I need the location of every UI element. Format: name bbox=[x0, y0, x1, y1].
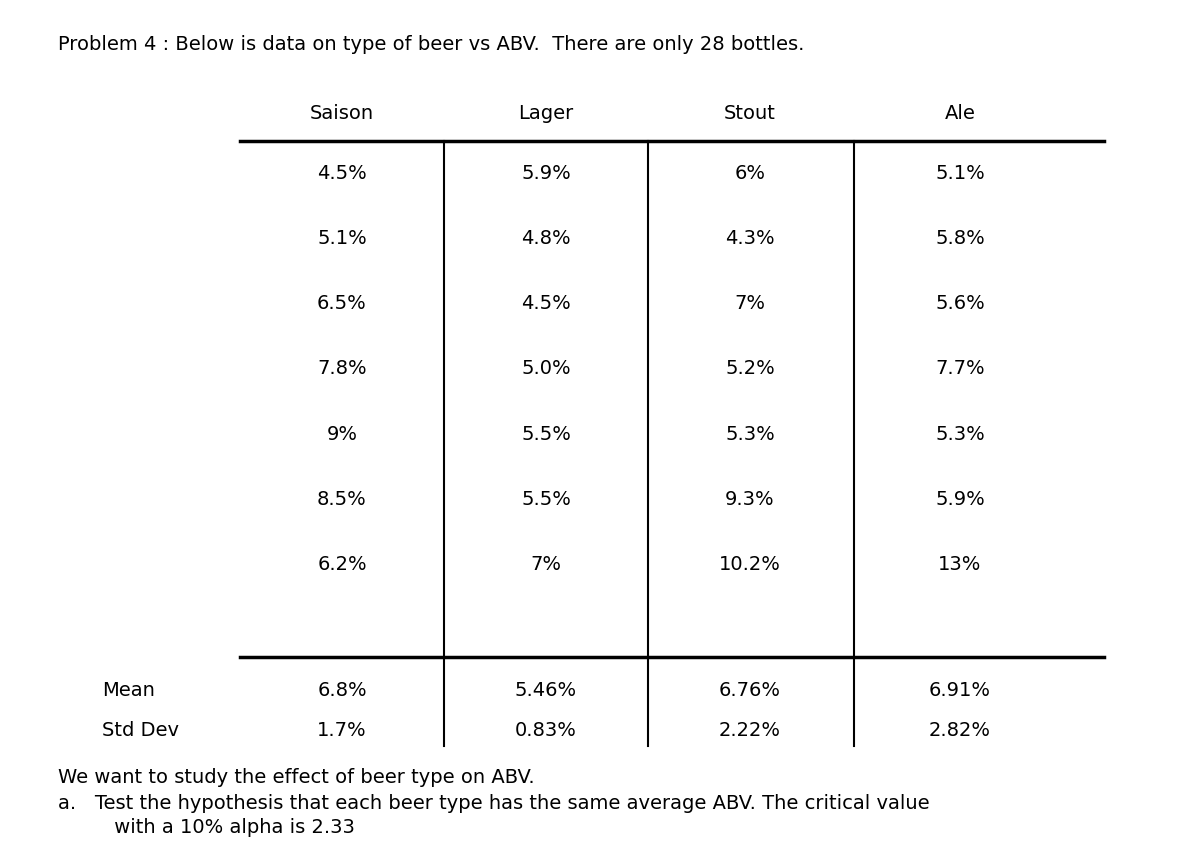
Text: a.   Test the hypothesis that each beer type has the same average ABV. The criti: a. Test the hypothesis that each beer ty… bbox=[58, 794, 929, 813]
Text: 5.1%: 5.1% bbox=[317, 229, 367, 248]
Text: 4.8%: 4.8% bbox=[521, 229, 571, 248]
Text: 4.5%: 4.5% bbox=[317, 164, 367, 183]
Text: 7%: 7% bbox=[734, 294, 766, 313]
Text: 5.9%: 5.9% bbox=[521, 164, 571, 183]
Text: 5.3%: 5.3% bbox=[725, 424, 775, 444]
Text: Mean: Mean bbox=[102, 681, 155, 700]
Text: 8.5%: 8.5% bbox=[317, 490, 367, 509]
Text: 5.3%: 5.3% bbox=[935, 424, 985, 444]
Text: Ale: Ale bbox=[944, 104, 976, 123]
Text: 4.5%: 4.5% bbox=[521, 294, 571, 313]
Text: 5.5%: 5.5% bbox=[521, 490, 571, 509]
Text: 6.76%: 6.76% bbox=[719, 681, 781, 700]
Text: 9%: 9% bbox=[326, 424, 358, 444]
Text: We want to study the effect of beer type on ABV.: We want to study the effect of beer type… bbox=[58, 768, 534, 787]
Text: 4.3%: 4.3% bbox=[725, 229, 775, 248]
Text: 2.22%: 2.22% bbox=[719, 721, 781, 740]
Text: 5.8%: 5.8% bbox=[935, 229, 985, 248]
Text: Lager: Lager bbox=[518, 104, 574, 123]
Text: 10.2%: 10.2% bbox=[719, 555, 781, 574]
Text: Stout: Stout bbox=[724, 104, 776, 123]
Text: 7%: 7% bbox=[530, 555, 562, 574]
Text: 2.82%: 2.82% bbox=[929, 721, 991, 740]
Text: 5.46%: 5.46% bbox=[515, 681, 577, 700]
Text: 6.2%: 6.2% bbox=[317, 555, 367, 574]
Text: 7.8%: 7.8% bbox=[317, 359, 367, 378]
Text: 9.3%: 9.3% bbox=[725, 490, 775, 509]
Text: 6.8%: 6.8% bbox=[317, 681, 367, 700]
Text: 5.6%: 5.6% bbox=[935, 294, 985, 313]
Text: 5.5%: 5.5% bbox=[521, 424, 571, 444]
Text: 5.1%: 5.1% bbox=[935, 164, 985, 183]
Text: 1.7%: 1.7% bbox=[317, 721, 367, 740]
Text: 13%: 13% bbox=[938, 555, 982, 574]
Text: 5.2%: 5.2% bbox=[725, 359, 775, 378]
Text: 6.91%: 6.91% bbox=[929, 681, 991, 700]
Text: Saison: Saison bbox=[310, 104, 374, 123]
Text: 0.83%: 0.83% bbox=[515, 721, 577, 740]
Text: 6%: 6% bbox=[734, 164, 766, 183]
Text: 5.0%: 5.0% bbox=[521, 359, 571, 378]
Text: with a 10% alpha is 2.33: with a 10% alpha is 2.33 bbox=[58, 818, 354, 837]
Text: 6.5%: 6.5% bbox=[317, 294, 367, 313]
Text: 5.9%: 5.9% bbox=[935, 490, 985, 509]
Text: Problem 4 : Below is data on type of beer vs ABV.  There are only 28 bottles.: Problem 4 : Below is data on type of bee… bbox=[58, 35, 804, 54]
Text: Std Dev: Std Dev bbox=[102, 721, 179, 740]
Text: 7.7%: 7.7% bbox=[935, 359, 985, 378]
